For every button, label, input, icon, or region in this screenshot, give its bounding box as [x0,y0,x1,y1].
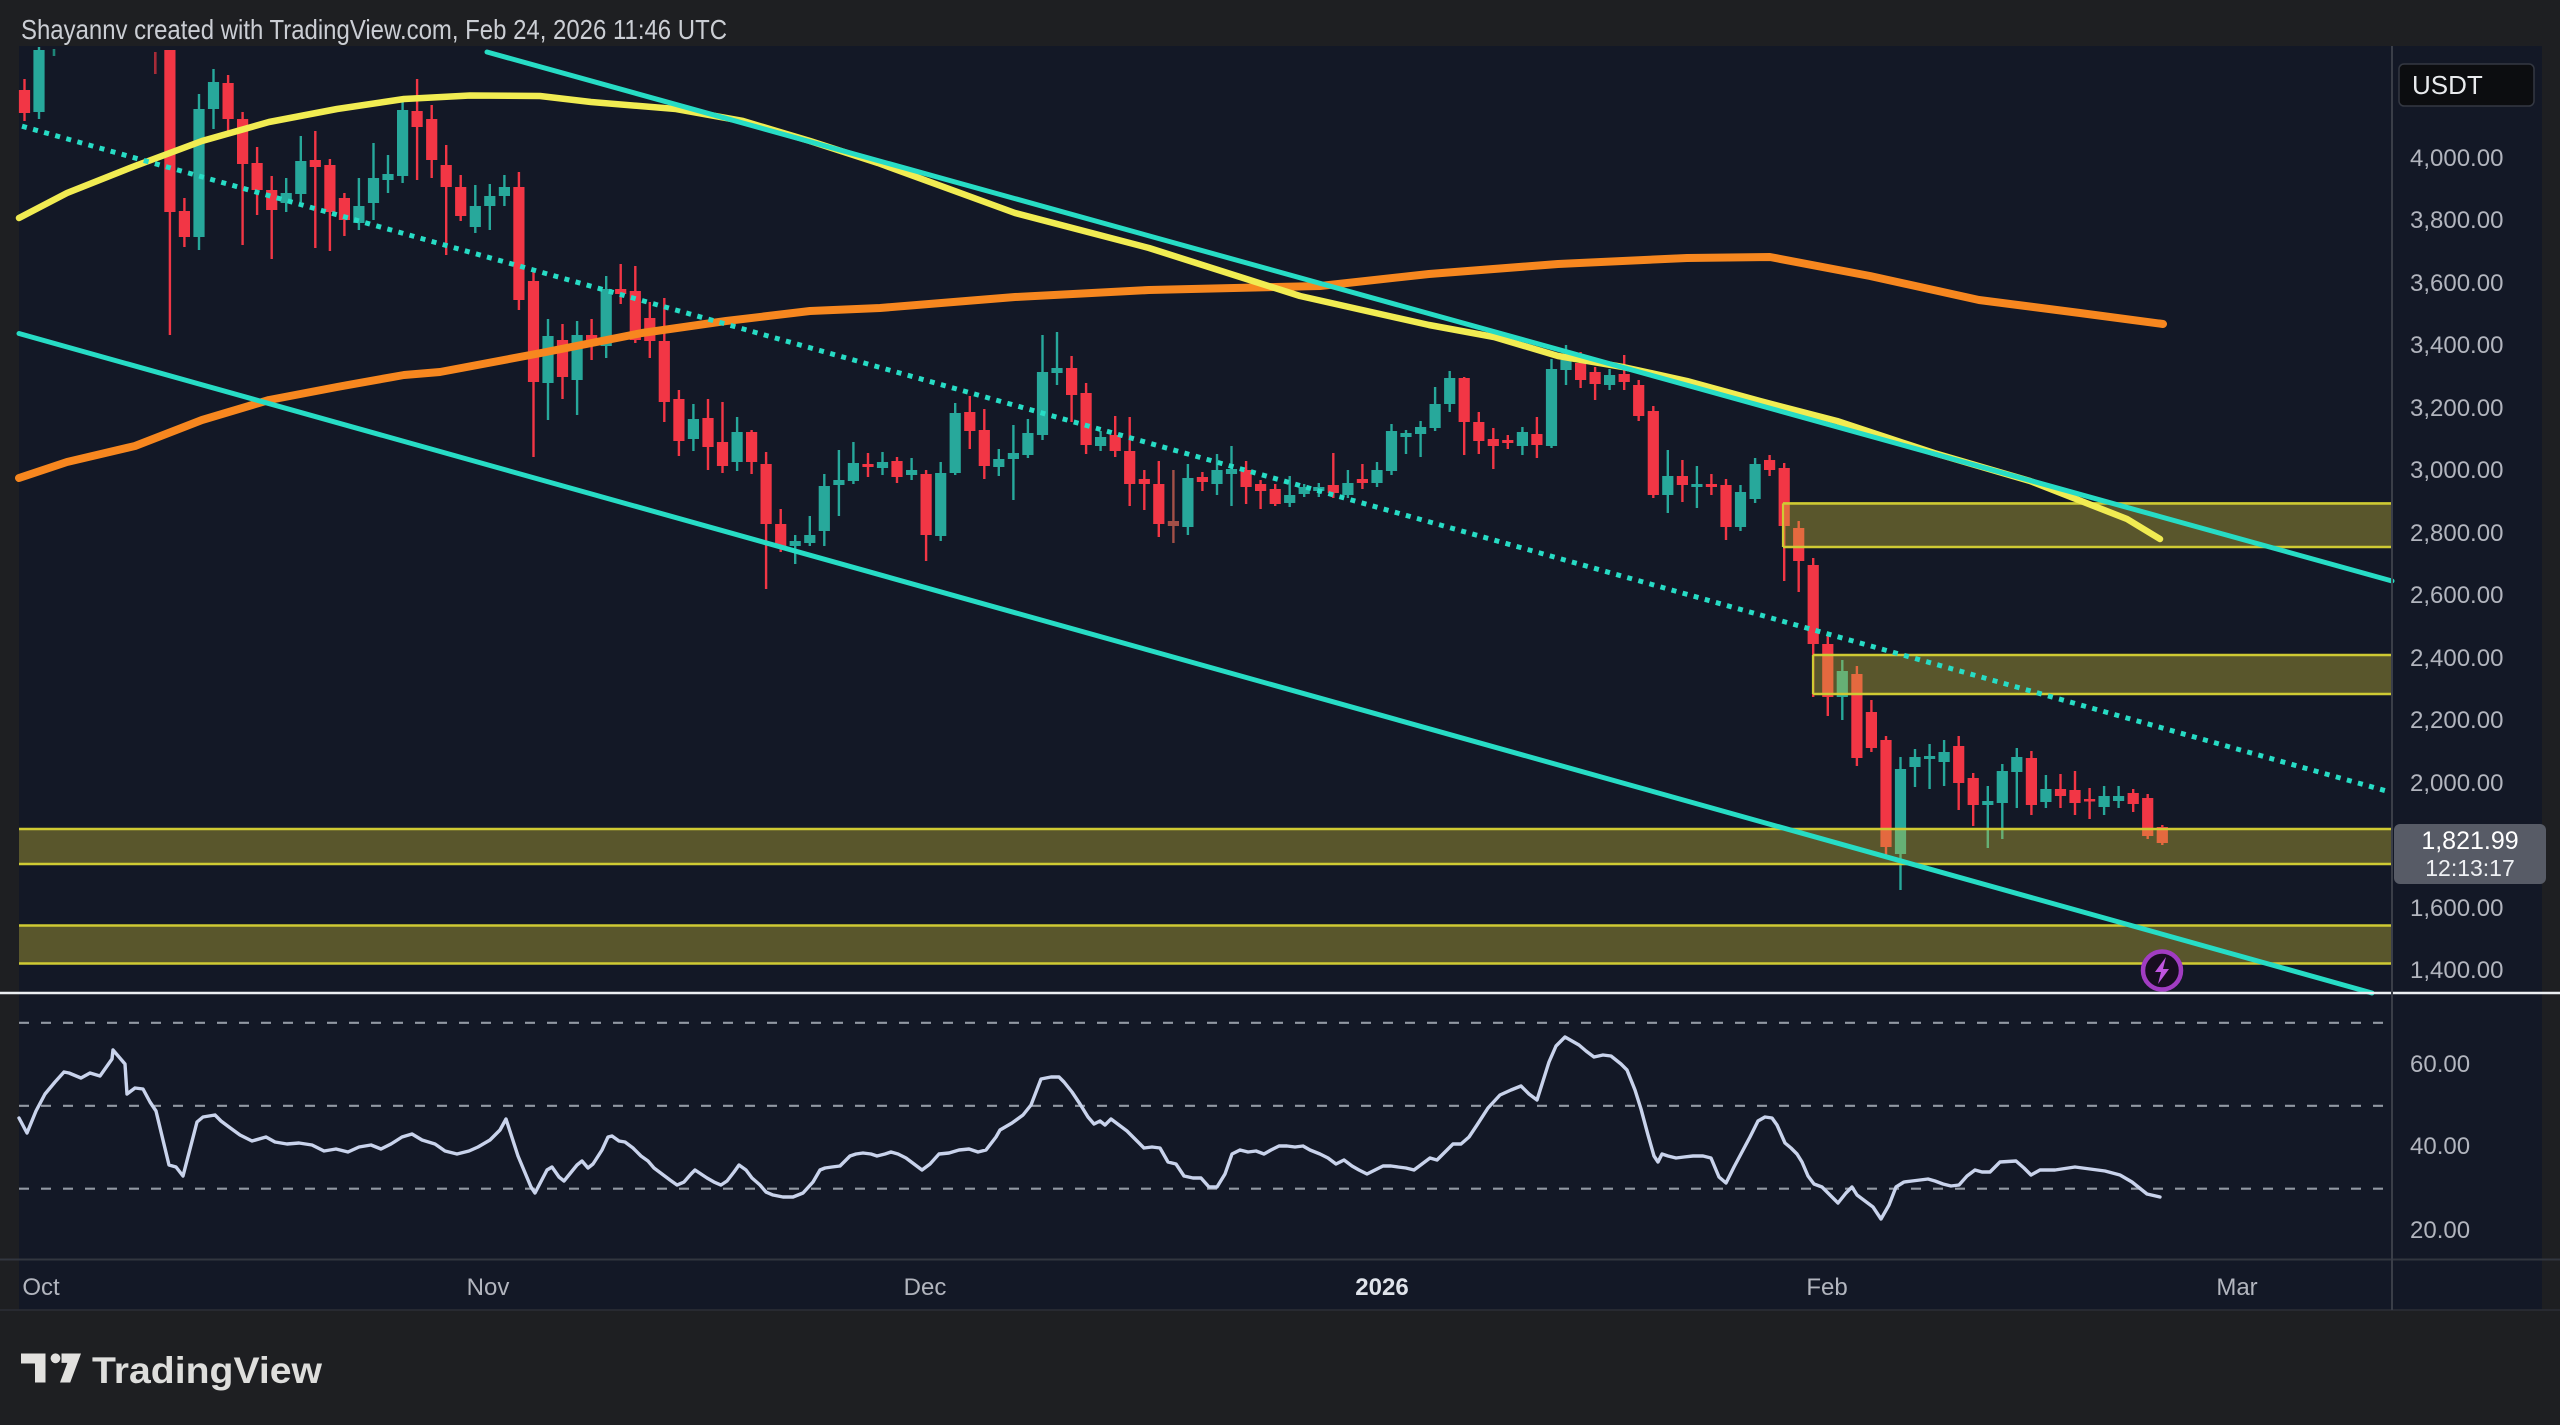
svg-text:Feb: Feb [1806,1274,1847,1301]
svg-text:1,600.00: 1,600.00 [2410,895,2503,922]
svg-text:Mar: Mar [2216,1274,2257,1301]
svg-text:Oct: Oct [22,1274,60,1301]
svg-text:Shayannv created with TradingV: Shayannv created with TradingView.com, F… [21,14,727,45]
svg-text:2,000.00: 2,000.00 [2410,770,2503,797]
svg-text:4,000.00: 4,000.00 [2410,145,2503,172]
svg-text:Nov: Nov [467,1274,510,1301]
svg-text:2026: 2026 [1355,1274,1408,1301]
svg-text:Dec: Dec [904,1274,947,1301]
svg-text:3,600.00: 3,600.00 [2410,270,2503,297]
svg-text:3,200.00: 3,200.00 [2410,395,2503,422]
svg-text:3,000.00: 3,000.00 [2410,457,2503,484]
svg-text:40.00: 40.00 [2410,1133,2470,1160]
svg-text:2,200.00: 2,200.00 [2410,707,2503,734]
svg-text:TradingView: TradingView [92,1350,322,1391]
svg-text:1,821.99: 1,821.99 [2421,827,2518,855]
svg-text:60.00: 60.00 [2410,1051,2470,1078]
svg-text:20.00: 20.00 [2410,1217,2470,1244]
svg-text:12:13:17: 12:13:17 [2425,855,2515,881]
svg-text:2,400.00: 2,400.00 [2410,645,2503,672]
svg-text:2,800.00: 2,800.00 [2410,520,2503,547]
svg-text:1,400.00: 1,400.00 [2410,957,2503,984]
svg-text:3,800.00: 3,800.00 [2410,207,2503,234]
svg-text:2,600.00: 2,600.00 [2410,582,2503,609]
svg-text:USDT: USDT [2412,70,2483,100]
svg-text:3,400.00: 3,400.00 [2410,332,2503,359]
